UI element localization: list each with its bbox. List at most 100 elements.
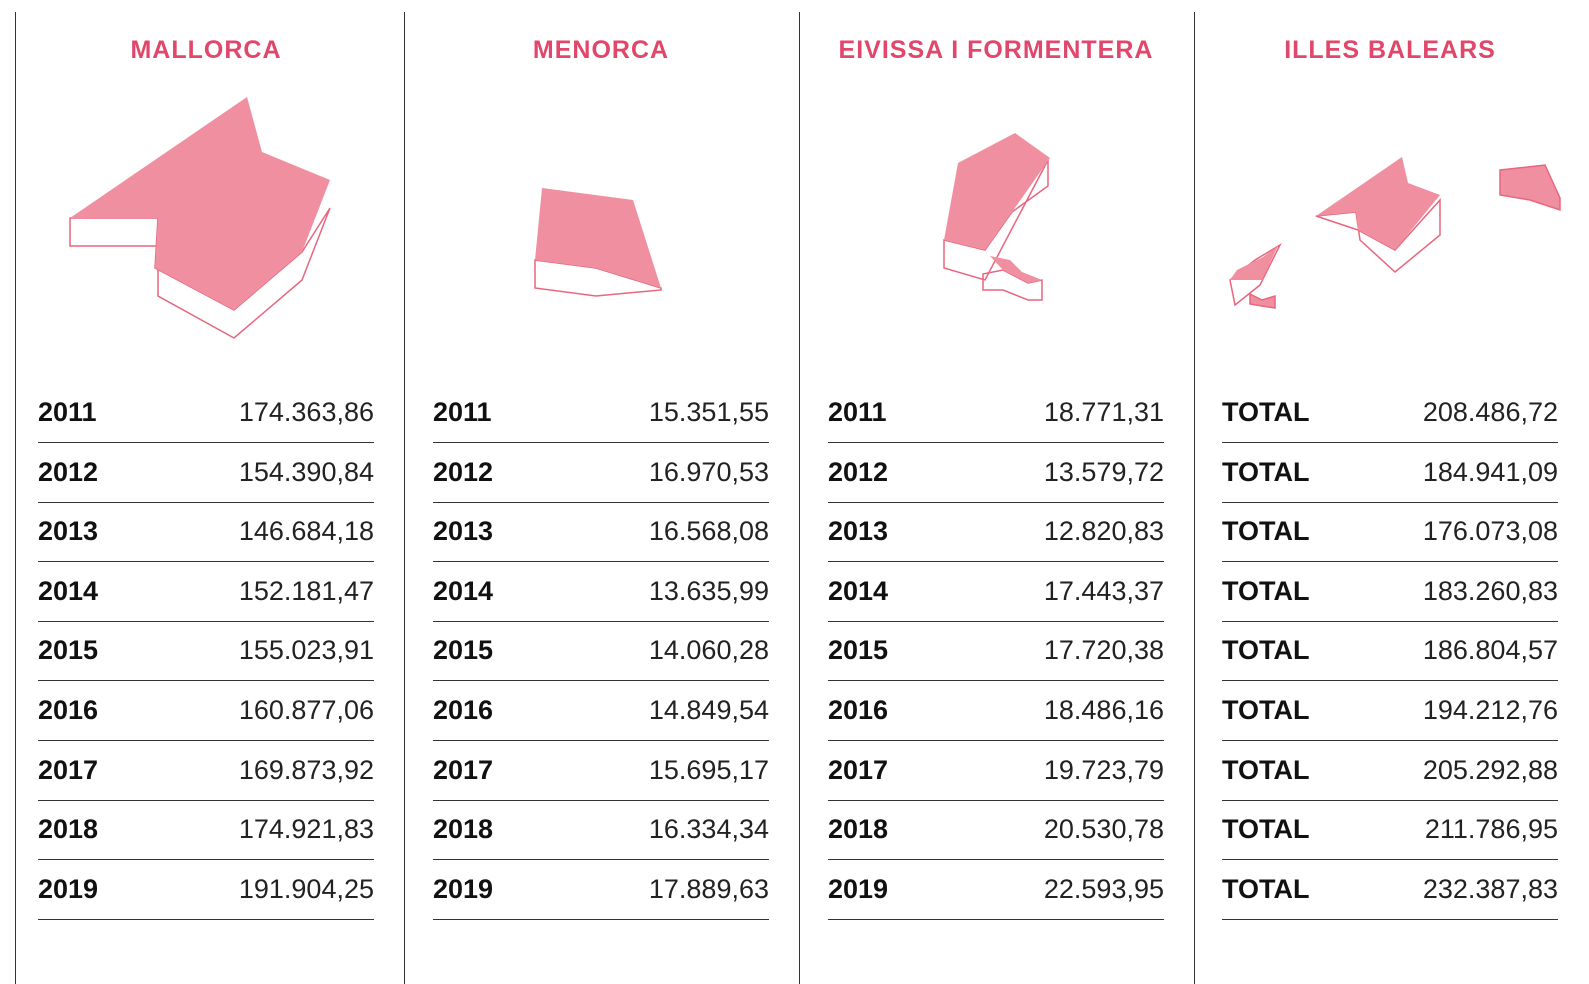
row-label: 2014 <box>38 575 99 606</box>
row-value: 15.351,55 <box>648 397 769 427</box>
data-row: 2019 17.889,63 <box>433 860 769 920</box>
row-value: 232.387,83 <box>1422 873 1558 904</box>
data-row: 2013 16.568,08 <box>433 502 769 563</box>
row-label: 2013 <box>828 516 889 547</box>
row-label: 2011 <box>433 397 492 427</box>
row-value: 19.723,79 <box>1043 754 1164 785</box>
row-label: 2011 <box>828 397 887 427</box>
data-row: TOTAL 176.073,08 <box>1222 502 1558 563</box>
row-label: 2018 <box>38 814 99 845</box>
row-value: 211.786,95 <box>1424 814 1558 845</box>
data-row: 2014 17.443,37 <box>828 562 1164 622</box>
row-value: 184.941,09 <box>1422 456 1558 487</box>
row-value: 12.820,83 <box>1043 516 1164 547</box>
row-label: 2019 <box>38 873 99 904</box>
row-value: 16.970,53 <box>648 456 769 487</box>
island-maps <box>69 97 1561 339</box>
row-value: 17.889,63 <box>648 873 769 904</box>
row-label: 2018 <box>828 814 889 845</box>
row-label: 2016 <box>828 695 889 725</box>
row-label: 2014 <box>433 575 494 606</box>
row-value: 174.921,83 <box>238 814 374 845</box>
region-title: MALLORCA <box>130 36 282 64</box>
row-value: 174.363,86 <box>238 397 374 427</box>
row-value: 146.684,18 <box>238 516 374 547</box>
row-value: 13.635,99 <box>648 575 769 606</box>
row-label: 2012 <box>38 456 99 487</box>
row-value: 208.486,72 <box>1422 397 1558 427</box>
data-row: 2016 18.486,16 <box>828 681 1164 741</box>
row-label: TOTAL <box>1222 873 1310 904</box>
row-value: 15.695,17 <box>648 754 769 785</box>
row-value: 22.593,95 <box>1043 873 1164 904</box>
row-label: TOTAL <box>1222 516 1310 547</box>
row-value: 14.060,28 <box>648 635 769 666</box>
row-label: TOTAL <box>1222 814 1310 845</box>
data-row: 2019 191.904,25 <box>38 860 374 920</box>
balears-map <box>1229 157 1561 309</box>
data-row: TOTAL 211.786,95 <box>1222 800 1558 861</box>
data-row: 2015 155.023,91 <box>38 621 374 682</box>
data-row: 2014 152.181,47 <box>38 562 374 622</box>
row-label: 2017 <box>38 754 99 785</box>
row-value: 154.390,84 <box>238 456 374 487</box>
row-label: TOTAL <box>1222 456 1310 487</box>
row-label: TOTAL <box>1222 635 1310 666</box>
row-label: 2017 <box>828 754 889 785</box>
row-value: 186.804,57 <box>1422 635 1558 666</box>
divider <box>15 12 16 984</box>
data-row: 2016 160.877,06 <box>38 681 374 741</box>
row-label: 2019 <box>433 873 494 904</box>
data-row: 2011 15.351,55 <box>433 383 769 443</box>
row-label: TOTAL <box>1222 695 1310 725</box>
divider <box>404 12 405 984</box>
data-row: TOTAL 194.212,76 <box>1222 681 1558 741</box>
row-label: 2013 <box>38 516 99 547</box>
row-value: 17.720,38 <box>1043 635 1164 666</box>
data-row: 2011 18.771,31 <box>828 383 1164 443</box>
row-value: 183.260,83 <box>1422 575 1558 606</box>
row-value: 13.579,72 <box>1043 456 1164 487</box>
row-label: 2015 <box>433 635 494 666</box>
data-row: 2018 20.530,78 <box>828 800 1164 861</box>
row-value: 155.023,91 <box>238 635 374 666</box>
data-row: 2015 17.720,38 <box>828 621 1164 682</box>
row-value: 194.212,76 <box>1422 695 1558 725</box>
data-row: 2017 19.723,79 <box>828 741 1164 801</box>
eivissa-map <box>943 133 1050 301</box>
row-value: 191.904,25 <box>238 873 374 904</box>
region-title: ILLES BALEARS <box>1284 36 1496 64</box>
row-label: 2014 <box>828 575 889 606</box>
region-title: MENORCA <box>532 36 670 64</box>
row-label: 2012 <box>828 456 889 487</box>
data-row: TOTAL 186.804,57 <box>1222 621 1558 682</box>
row-label: 2015 <box>828 635 889 666</box>
row-value: 20.530,78 <box>1043 814 1164 845</box>
data-row: 2019 22.593,95 <box>828 860 1164 920</box>
menorca-map <box>534 188 662 297</box>
mallorca-map <box>69 97 331 339</box>
data-row: 2012 154.390,84 <box>38 443 374 503</box>
row-label: TOTAL <box>1222 754 1310 785</box>
row-value: 160.877,06 <box>238 695 374 725</box>
data-row: 2017 169.873,92 <box>38 741 374 801</box>
row-label: TOTAL <box>1222 575 1310 606</box>
row-value: 16.568,08 <box>648 516 769 547</box>
data-row: TOTAL 205.292,88 <box>1222 741 1558 801</box>
data-row: 2014 13.635,99 <box>433 562 769 622</box>
data-row: 2015 14.060,28 <box>433 621 769 682</box>
data-row: TOTAL 184.941,09 <box>1222 443 1558 503</box>
row-label: 2019 <box>828 873 889 904</box>
data-row: 2012 16.970,53 <box>433 443 769 503</box>
row-value: 18.771,31 <box>1043 397 1164 427</box>
row-label: 2016 <box>433 695 494 725</box>
data-row: 2017 15.695,17 <box>433 741 769 801</box>
region-title: EIVISSA I FORMENTERA <box>838 36 1154 64</box>
row-value: 14.849,54 <box>648 695 769 725</box>
data-row: 2016 14.849,54 <box>433 681 769 741</box>
row-value: 17.443,37 <box>1043 575 1164 606</box>
row-value: 152.181,47 <box>238 575 374 606</box>
data-row: 2012 13.579,72 <box>828 443 1164 503</box>
row-label: 2016 <box>38 695 99 725</box>
data-row: 2018 174.921,83 <box>38 800 374 861</box>
